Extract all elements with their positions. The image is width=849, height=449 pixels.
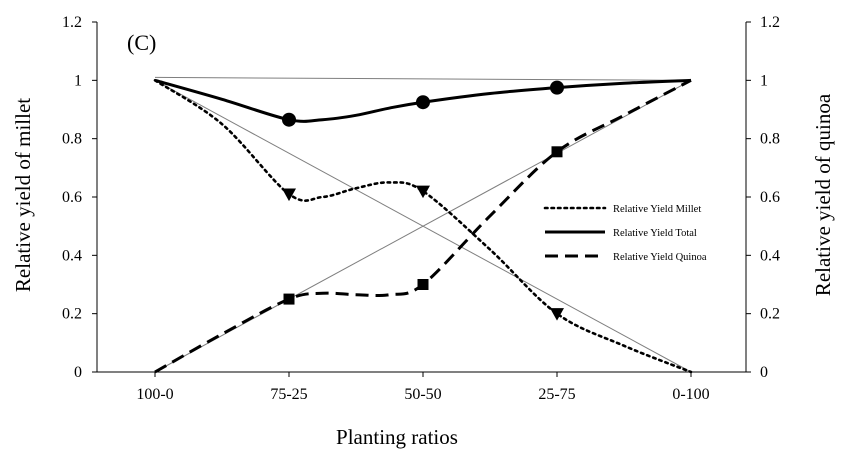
- y-tick-label-right: 1: [760, 72, 768, 89]
- x-tick-label: 25-75: [538, 386, 575, 403]
- labels: (C) Planting ratios Relative yield of mi…: [11, 30, 835, 449]
- data-point: [416, 185, 430, 199]
- x-axis-title: Planting ratios: [336, 425, 458, 449]
- data-point: [551, 146, 563, 158]
- y-tick-label-right: 0: [760, 364, 768, 381]
- y-tick-label-right: 0.6: [760, 189, 780, 206]
- axes: 0 0.2 0.4 0.6 0.8 1 1.2 0 0.2 0.4 0.6 0.8 1 1.2 100-0 7…: [62, 14, 780, 403]
- data-point: [283, 293, 295, 305]
- data-point: [282, 112, 296, 127]
- legend-label: Relative Yield Quinoa: [613, 252, 707, 263]
- y-tick-label-right: 1.2: [760, 14, 780, 31]
- data-point: [550, 308, 564, 321]
- x-tick-label: 0-100: [672, 386, 709, 403]
- legend-label: Relative Yield Millet: [613, 204, 701, 215]
- y-tick-label-left: 1.2: [62, 14, 82, 31]
- x-tick-label: 50-50: [404, 386, 441, 403]
- y-tick-label-right: 0.4: [760, 247, 780, 264]
- y-tick-label-left: 1: [74, 72, 82, 89]
- y-tick-label-right: 0.8: [760, 131, 780, 148]
- legend: Relative Yield Millet Relative Yield Tota…: [543, 204, 707, 263]
- y-tick-label-left: 0.4: [62, 247, 82, 264]
- data-point: [550, 80, 564, 95]
- y-tick-label-left: 0.6: [62, 189, 82, 206]
- series-line-1: [154, 78, 692, 123]
- legend-label: Relative Yield Total: [613, 228, 697, 239]
- series-group: [153, 78, 693, 374]
- y-axis-title-left: Relative yield of millet: [11, 98, 35, 292]
- data-point: [417, 279, 429, 290]
- y-axis-title-right: Relative yield of quinoa: [811, 93, 835, 296]
- y-tick-label-right: 0.2: [760, 306, 780, 323]
- series-line-0: [153, 79, 693, 374]
- x-tick-label: 100-0: [136, 386, 173, 403]
- series-line-2: [154, 79, 692, 374]
- x-tick-label: 75-25: [270, 386, 307, 403]
- y-tick-label-left: 0.8: [62, 131, 82, 148]
- reference-line: [154, 76, 692, 81]
- data-point: [416, 95, 430, 110]
- data-point: [282, 188, 296, 202]
- y-tick-label-left: 0: [74, 364, 82, 381]
- panel-label: (C): [127, 30, 156, 55]
- y-tick-label-left: 0.2: [62, 306, 82, 323]
